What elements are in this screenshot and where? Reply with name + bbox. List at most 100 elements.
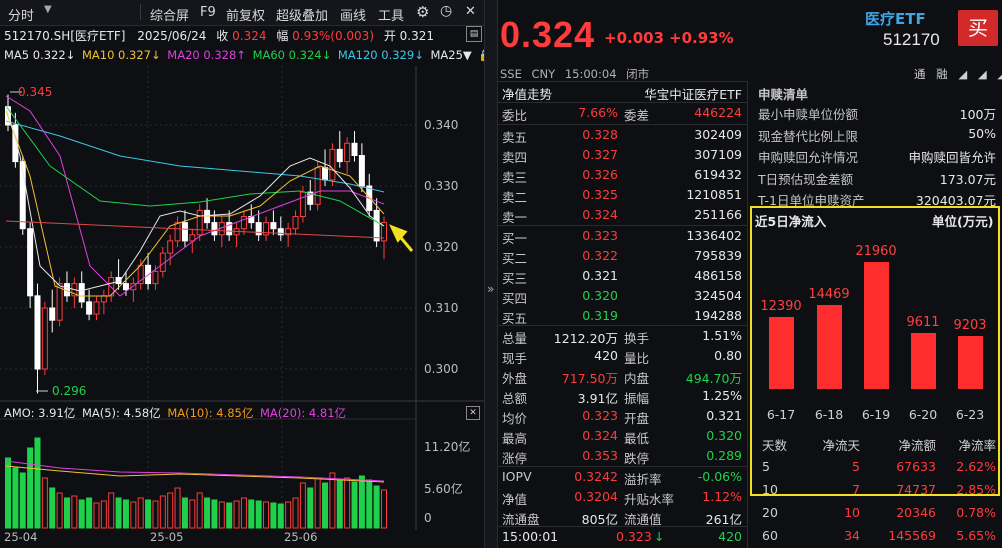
bid-level-row[interactable]: 买四 0.320 324504 [498,286,748,306]
currency-label: CNY [531,67,556,81]
stat-label: 总额 [502,391,528,406]
ask-level-row[interactable]: 卖五 0.328 302409 [498,125,748,145]
stat-row: 最高 0.324 最低 0.320 [498,426,748,446]
kline-panel: 分时 ▼ 综合屏 F9 前复权 超级叠加 画线 工具 ⚙ ◷ ✕ 512170.… [0,0,493,548]
kline-chart[interactable] [0,66,484,530]
inflow-date-label: 6-18 [814,407,844,422]
sub-info-label: 最小申赎单位份额 [758,107,859,122]
ask-level-row[interactable]: 卖三 0.326 619432 [498,165,748,185]
stat-value: 0.80 [714,348,742,363]
table-cell: 5 [852,459,860,474]
price-tick: 0.320 [424,240,459,254]
buy-button[interactable]: 买 [958,10,998,46]
toolbar-item-adjust[interactable]: 前复权 [226,9,266,24]
ma5-label: MA5 0.322↓ [4,48,76,62]
history-icon[interactable]: ◷ [440,3,453,19]
stat-value: 0.3242 [574,469,618,484]
exchange-label: SSE [500,67,522,81]
stat-value: 0.320 [706,428,742,443]
sub-info-value: 320403.07元 [915,193,996,208]
level-label: 卖三 [502,170,528,185]
sub-info-value: 173.07元 [939,171,996,187]
level-volume: 251166 [694,207,742,222]
close-icon[interactable]: ✕ [466,406,480,420]
table-cell: 20 [762,505,778,520]
stat-label: 净值 [502,492,528,507]
corner-icon[interactable]: ◢ [958,67,968,81]
sub-info-value: 申购赎回皆允许 [908,150,996,165]
volume-tick: 11.20亿 [424,440,471,454]
table-cell: 67633 [896,459,936,474]
stat-value: 1212.20万 [553,331,618,346]
flow-table-row: 10 7 74737 2.85% [750,479,1000,501]
stat-label: 均价 [502,411,528,426]
last-price: 0.324 [500,14,596,55]
toolbar-item-draw[interactable]: 画线 [340,9,367,24]
level-price: 0.319 [582,308,618,323]
level-label: 买一 [502,231,528,246]
stat-label: 升贴水率 [624,492,675,507]
bid-level-row[interactable]: 买二 0.322 795839 [498,246,748,266]
flow-table-header: 天数 净流天 净流额 净流率 [750,432,1000,454]
corner-icon[interactable]: ◢ [997,67,1002,81]
toolbar-item-composite[interactable]: 综合屏 [150,9,190,24]
table-cell: 5.65% [956,528,996,543]
sub-info-row: 现金替代比例上限 50% [750,123,1002,145]
level-label: 买四 [502,291,528,306]
iopv-row: 流通盘 805亿 流通值 261亿 [498,507,748,527]
nav-trend-tab[interactable]: 净值走势 [502,87,553,102]
level-price: 0.327 [582,147,618,162]
bid-level-row[interactable]: 买五 0.319 194288 [498,306,748,326]
close-label: 收 [216,29,229,43]
ask-level-row[interactable]: 卖二 0.325 1210851 [498,185,748,205]
table-cell: 0.78% [956,505,996,520]
security-name: 医疗ETF [865,10,926,28]
trade-time: 15:00:01 [502,529,559,544]
table-cell: 5 [762,459,770,474]
gear-icon[interactable]: ⚙ [416,3,430,21]
sub-info-row: T日预估现金差额 173.07元 [750,166,1002,188]
toolbar-item-overlay[interactable]: 超级叠加 [276,9,329,24]
chevron-down-icon[interactable]: ▼ [44,4,52,15]
panel-splitter[interactable]: » [484,0,498,548]
flow-table-row: 5 5 67633 2.62% [750,456,1000,478]
ask-level-row[interactable]: 卖一 0.324 251166 [498,205,748,225]
amo-label: AMO: 3.91亿 [4,406,76,420]
expand-icon[interactable]: » [487,282,495,296]
table-header-cell: 天数 [762,438,788,453]
toolbar-item-f9[interactable]: F9 [200,5,216,20]
trade-volume: 420 [718,529,742,544]
flow-table-row: 20 10 20346 0.78% [750,502,1000,524]
stat-label: 现手 [502,351,528,366]
toolbar-item-tools[interactable]: 工具 [378,9,405,24]
bid-level-row[interactable]: 买一 0.323 1336402 [498,226,748,246]
inflow-value-label: 9203 [953,317,987,333]
corner-icon[interactable]: ◢ [977,67,987,81]
ma20-label: MA20 0.328↑ [167,48,246,62]
bid-level-row[interactable]: 买三 0.321 486158 [498,266,748,286]
ask-level-row[interactable]: 卖四 0.327 307109 [498,145,748,165]
tool-tong[interactable]: 通 [914,67,926,81]
inflow-date-label: 6-20 [908,407,938,422]
period-selector[interactable]: 分时 [8,9,35,24]
stat-row: 涨停 0.353 跌停 0.289 [498,446,748,466]
level-label: 卖四 [502,150,528,165]
close-icon[interactable]: ✕ [465,4,476,19]
table-cell: 74737 [896,482,936,497]
iopv-row: IOPV 0.3242 溢折率 -0.06% [498,467,748,487]
export-icon[interactable]: ▤ [466,26,482,42]
net-inflow-box [750,206,1000,496]
inflow-bar [864,262,889,389]
amp-value: 0.93%(0.003) [292,29,374,43]
level-volume: 1210851 [686,187,742,202]
stat-label: 溢折率 [624,472,662,487]
level-label: 买三 [502,271,528,286]
stat-row: 总额 3.91亿 振幅 1.25% [498,386,748,406]
stat-row: 外盘 717.50万 内盘 494.70万 [498,366,748,386]
ma250-label[interactable]: MA25▼ [430,48,472,62]
tool-rong[interactable]: 融 [936,67,948,81]
stat-label: 最高 [502,431,528,446]
price-tick: 0.340 [424,118,459,132]
iopv-row: 净值 0.3204 升贴水率 1.12% [498,487,748,507]
inflow-bar [958,335,983,389]
